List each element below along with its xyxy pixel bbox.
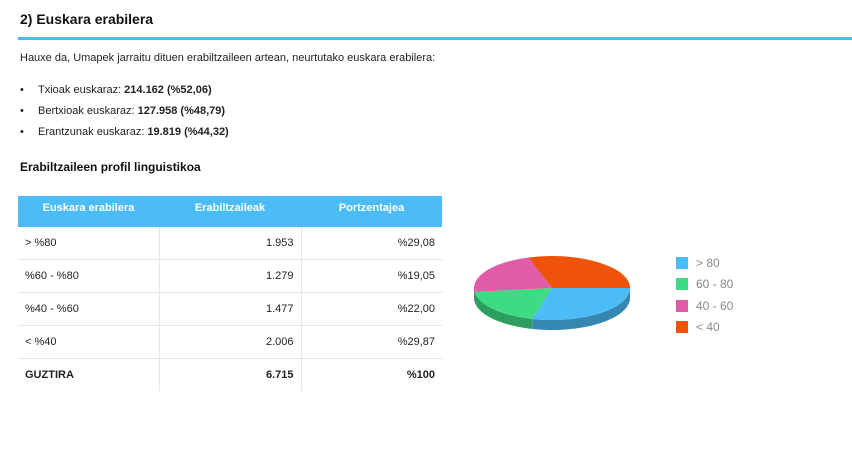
legend-item: > 80 [676, 252, 733, 274]
pie-slice-2 [474, 288, 552, 319]
bullet-label: Bertxioak euskaraz: [38, 105, 135, 117]
table-cell: %22,00 [301, 292, 442, 326]
bullet-value: 19.819 (%44,32) [147, 126, 229, 138]
column-header: Portzentajea [301, 196, 442, 227]
table-total-row: GUZTIRA 6.715 %100 [18, 358, 442, 391]
table-row: %40 - %60 1.477 %22,00 [18, 292, 442, 326]
list-item: • Bertxioak euskaraz: 127.958 (%48,79) [20, 105, 229, 126]
table-row: < %40 2.006 %29,87 [18, 325, 442, 359]
pie-slice-side-2 [474, 291, 533, 329]
pie-slice-side-1 [532, 288, 630, 330]
section-heading: 2) Euskara erabilera [20, 11, 154, 27]
heading-divider [18, 37, 852, 40]
pie-slice-4 [528, 256, 630, 288]
pie-slice-3 [474, 257, 552, 292]
table-cell: 1.279 [159, 259, 302, 293]
legend-item: 40 - 60 [676, 295, 733, 317]
pie-slice-side-3 [474, 288, 475, 302]
table-cell: > %80 [18, 227, 160, 260]
legend-swatch [676, 299, 688, 312]
table-cell: %60 - %80 [18, 259, 160, 293]
table-cell: %19,05 [301, 259, 442, 293]
bullet-icon: • [20, 126, 24, 138]
chart-legend: > 80 60 - 80 40 - 60 < 40 [676, 252, 733, 338]
table-cell: %100 [406, 369, 435, 381]
bullet-value: 214.162 (%52,06) [124, 84, 212, 96]
legend-swatch [676, 256, 688, 269]
legend-item: 60 - 80 [676, 274, 733, 296]
legend-label: 40 - 60 [696, 298, 734, 313]
legend-item: < 40 [676, 317, 733, 339]
pie-chart-svg [474, 256, 630, 330]
bullet-label: Txioak euskaraz: [38, 84, 122, 96]
intro-text: Hauxe da, Umapek jarraitu dituen erabilt… [20, 52, 436, 64]
pie-chart [470, 248, 640, 348]
list-item: • Erantzunak euskaraz: 19.819 (%44,32) [20, 126, 229, 147]
table-cell: %29,87 [301, 325, 442, 359]
table-cell: < %40 [18, 325, 160, 359]
table-cell: %40 - %60 [18, 292, 160, 326]
table-cell: 1.953 [159, 227, 302, 260]
legend-swatch [676, 278, 688, 291]
table-row: > %80 1.953 %29,08 [18, 227, 442, 260]
bullet-label: Erantzunak euskaraz: [38, 126, 145, 138]
column-header: Euskara erabilera [18, 196, 159, 227]
pie-slice-1 [532, 288, 630, 320]
usage-summary-list: • Txioak euskaraz: 214.162 (%52,06) • Be… [20, 84, 229, 147]
table-cell: 2.006 [159, 325, 302, 359]
column-header: Erabiltzaileak [159, 196, 301, 227]
table-row: %60 - %80 1.279 %19,05 [18, 259, 442, 293]
bullet-value: 127.958 (%48,79) [137, 105, 226, 117]
profile-title: Erabiltzaileen profil linguistikoa [20, 160, 201, 174]
bullet-icon: • [20, 105, 24, 117]
table-cell: GUZTIRA [18, 358, 160, 391]
legend-label: > 80 [696, 255, 720, 270]
legend-swatch [676, 321, 688, 334]
table-header-row: Euskara erabilera Erabiltzaileak Portzen… [18, 196, 442, 227]
profile-table: Euskara erabilera Erabiltzaileak Portzen… [18, 196, 442, 391]
legend-label: 60 - 80 [696, 277, 734, 292]
bullet-icon: • [20, 84, 24, 96]
table-cell: %29,08 [301, 227, 442, 260]
table-cell: 6.715 [159, 358, 302, 391]
legend-label: < 40 [696, 320, 720, 335]
list-item: • Txioak euskaraz: 214.162 (%52,06) [20, 84, 229, 105]
table-cell: 1.477 [159, 292, 302, 326]
